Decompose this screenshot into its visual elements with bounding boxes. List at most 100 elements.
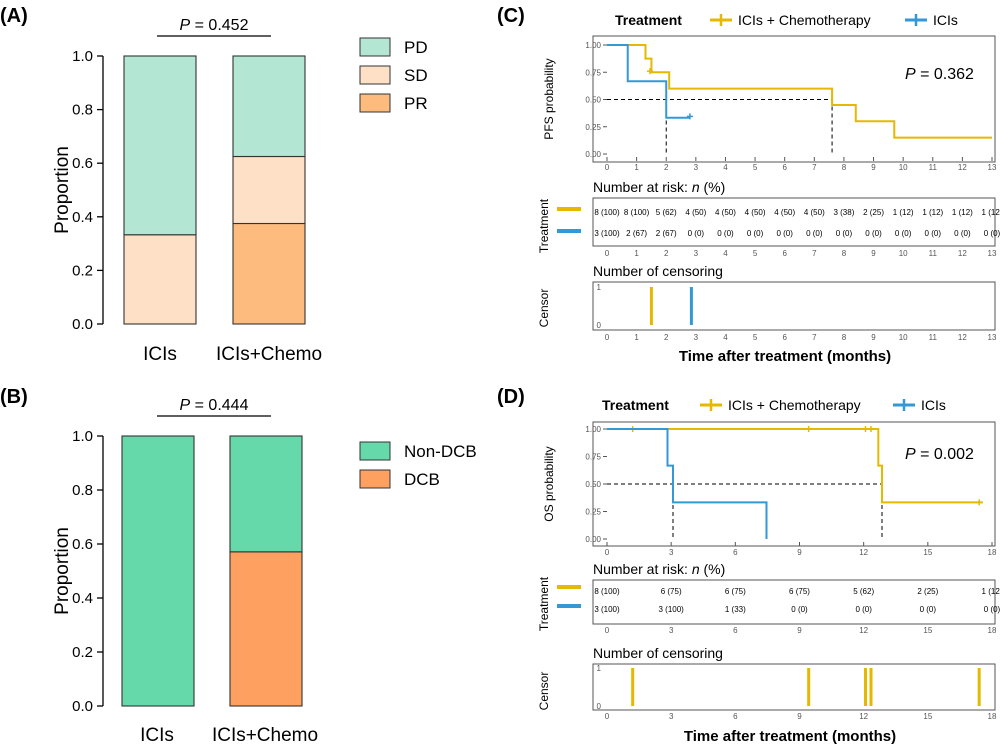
km-x-tick-label: 6 [782, 163, 787, 172]
panel-d: (D) Treatment ICIs + Chemotherapy ICIs 0… [497, 386, 1000, 745]
risk-cell: 5 (62) [656, 208, 677, 217]
bar-pd-icis-chemo [232, 55, 306, 158]
censor-x-tick-label: 11 [929, 333, 938, 342]
y-tick-label: 1.0 [72, 428, 93, 445]
risk-cell: 0 (0) [688, 229, 705, 238]
legend-swatch-pr [359, 93, 391, 113]
legend-swatch-dcb [359, 469, 391, 489]
km-x-tick-label: 9 [797, 548, 802, 557]
km-y-tick-label: 0.50 [585, 480, 601, 489]
legend-swatch-pd [359, 37, 391, 57]
panel-c-legend-title: Treatment [615, 12, 682, 28]
panel-d-pvalue: P = 0.002 [905, 446, 974, 463]
km-curve-icis-chemotherapy [607, 44, 992, 139]
risk-cell: 1 (12) [922, 208, 943, 217]
panel-d-risk-frame [592, 579, 996, 625]
risk-cell: 0 (0) [747, 229, 764, 238]
panel-b-label: (B) [0, 386, 28, 408]
risk-cell: 0 (0) [925, 229, 942, 238]
km-x-tick-label: 4 [723, 163, 728, 172]
risk-cell: 0 (0) [895, 229, 912, 238]
km-y-tick-label: 0.25 [585, 508, 601, 517]
risk-cell: 3 (100) [594, 229, 620, 238]
panel-b: (B) P = 0.444 0.0 0.2 0.4 0.6 0.8 1.0 Proport… [0, 386, 477, 746]
km-x-tick-label: 5 [753, 163, 758, 172]
panel-c-censor-frame [592, 281, 996, 331]
panel-c-risk-y-label: Treatment [537, 198, 551, 253]
risk-cell: 3 (100) [594, 605, 620, 614]
risk-x-tick-label: 13 [988, 249, 997, 258]
km-x-tick-label: 0 [605, 163, 610, 172]
censor-x-tick-label: 2 [664, 333, 669, 342]
panel-c-risk-table: 8 (100) 8 (100) 5 (62) 4 (50) 4 (50) 4 (50) 4 … [594, 208, 1000, 258]
censor-x-tick-label: 15 [923, 712, 932, 721]
panel-b-pvalue: P = 0.444 [180, 397, 249, 414]
risk-x-tick-label: 2 [664, 249, 669, 258]
panel-c-censor-plot: 010 1 2 3 4 5 6 7 8 9 10 11 12 13 [597, 283, 997, 342]
risk-cell: 0 (0) [984, 229, 1000, 238]
censor-x-tick-label: 8 [842, 333, 847, 342]
risk-x-tick-label: 4 [723, 249, 728, 258]
panel-a-y-label: Proportion [52, 146, 73, 234]
y-tick-label: 0.0 [72, 316, 93, 333]
km-x-tick-label: 12 [859, 548, 868, 557]
y-tick-label: 0.2 [72, 644, 93, 661]
censor-y-tick-label: 0 [597, 321, 602, 330]
censor-x-tick-label: 12 [958, 333, 967, 342]
risk-cell: 5 (62) [853, 587, 874, 596]
y-tick-label: 0.0 [72, 698, 93, 715]
km-x-tick-label: 2 [664, 163, 669, 172]
risk-x-tick-label: 15 [923, 626, 932, 635]
panel-d-km-y-label: OS probability [542, 446, 556, 521]
risk-cell: 0 (0) [855, 605, 872, 614]
risk-x-tick-label: 6 [733, 626, 738, 635]
censor-x-tick-label: 3 [694, 333, 699, 342]
risk-x-tick-label: 12 [859, 626, 868, 635]
bar-non-dcb-icis-chemo [229, 435, 303, 553]
legend-swatch-sd [359, 65, 391, 85]
panel-b-category-icis-chemo: ICIs+Chemo [212, 725, 318, 746]
panel-d-legend-title: Treatment [602, 397, 669, 413]
risk-cell: 6 (75) [725, 587, 746, 596]
legend-label-icis: ICIs [921, 397, 946, 413]
km-x-tick-label: 6 [733, 548, 738, 557]
risk-cell: 4 (50) [715, 208, 736, 217]
y-tick-label: 0.4 [72, 209, 93, 226]
km-curve-icis-chemotherapy [607, 428, 983, 504]
risk-x-tick-label: 8 [842, 249, 847, 258]
risk-cell: 0 (0) [776, 229, 793, 238]
panel-b-y-ticks: 0.0 0.2 0.4 0.6 0.8 1.0 [72, 428, 103, 715]
panel-c-km-plot: 0.000.250.500.751.000 1 2 3 4 5 6 7 8 9 10 11 12 13 [585, 41, 997, 172]
risk-cell: 4 (50) [745, 208, 766, 217]
panel-d-censor-frame [592, 663, 996, 711]
panel-c-censor-title: Number of censoring [593, 263, 723, 279]
panel-a-pvalue: P = 0.452 [180, 17, 249, 34]
risk-x-tick-label: 1 [634, 249, 639, 258]
legend-swatch-non-dcb [359, 441, 391, 461]
panel-d-risk-table: 8 (100) 6 (75) 6 (75) 6 (75) 5 (62) 2 (25) 1 (… [594, 587, 1000, 635]
risk-x-tick-label: 0 [605, 249, 610, 258]
bar-pr-icis-chemo [232, 222, 306, 325]
censor-x-tick-label: 6 [733, 712, 738, 721]
panel-c-risk-frame [592, 197, 996, 247]
risk-cell: 0 (0) [920, 605, 937, 614]
panel-a-label: (A) [0, 5, 28, 27]
risk-x-tick-label: 18 [988, 626, 997, 635]
km-x-tick-label: 1 [634, 163, 639, 172]
panel-d-censor-y-label: Censor [537, 672, 551, 711]
censor-y-tick-label: 1 [597, 283, 602, 292]
risk-cell: 0 (0) [717, 229, 734, 238]
km-x-tick-label: 11 [929, 163, 938, 172]
km-x-tick-label: 18 [988, 548, 997, 557]
risk-x-tick-label: 3 [694, 249, 699, 258]
panel-d-censor-plot: 0 1 0 3 6 9 12 15 18 [597, 664, 997, 721]
y-tick-label: 1.0 [72, 48, 93, 65]
risk-cell: 1 (33) [725, 605, 746, 614]
censor-x-tick-label: 18 [988, 712, 997, 721]
panel-a-bars [123, 55, 306, 325]
km-y-tick-label: 0.50 [585, 96, 601, 105]
risk-cell: 0 (0) [806, 229, 823, 238]
panel-d-risk-title: Number at risk: n (%) [593, 561, 725, 577]
panel-a-legend: PD SD PR [359, 37, 428, 113]
